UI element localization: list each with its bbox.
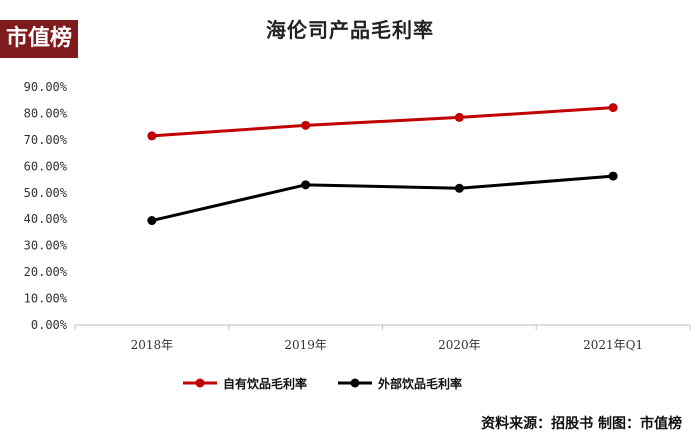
y-tick-label: 20.00% [24, 265, 68, 279]
series-2-point [147, 216, 157, 226]
series-line-2 [151, 174, 614, 223]
y-tick-label: 30.00% [24, 239, 68, 253]
y-tick-label: 50.00% [24, 186, 68, 200]
series-line-1 [151, 106, 614, 138]
legend-swatch-marker [195, 378, 205, 388]
x-tick-label: 2021年Q1 [583, 338, 643, 352]
series-2-point [301, 180, 311, 190]
y-tick-label: 40.00% [24, 212, 68, 226]
legend-label-1: 自有饮品毛利率 [223, 376, 307, 391]
y-tick-label: 10.00% [24, 292, 68, 306]
series-1-point [608, 103, 618, 113]
x-tick-label: 2019年 [284, 338, 327, 352]
y-tick-label: 70.00% [24, 133, 68, 147]
series-1-point [147, 131, 157, 141]
y-tick-label: 60.00% [24, 159, 68, 173]
y-tick-label: 90.00% [24, 80, 68, 94]
series-1-point [301, 120, 311, 130]
x-tick-label: 2020年 [438, 338, 481, 352]
series-1-point [454, 112, 464, 122]
legend-swatch-marker [350, 378, 360, 388]
brand-logo: 市值榜 [0, 20, 78, 58]
series-2-point [454, 183, 464, 193]
source-caption: 资料来源：招股书 制图：市值榜 [481, 416, 682, 432]
chart-title: 海伦司产品毛利率 [266, 18, 434, 42]
x-tick-label: 2018年 [131, 338, 174, 352]
legend-label-2: 外部饮品毛利率 [378, 376, 462, 391]
y-tick-label: 80.00% [24, 106, 68, 120]
y-tick-label: 0.00% [31, 318, 68, 332]
series-2-point [608, 171, 618, 181]
